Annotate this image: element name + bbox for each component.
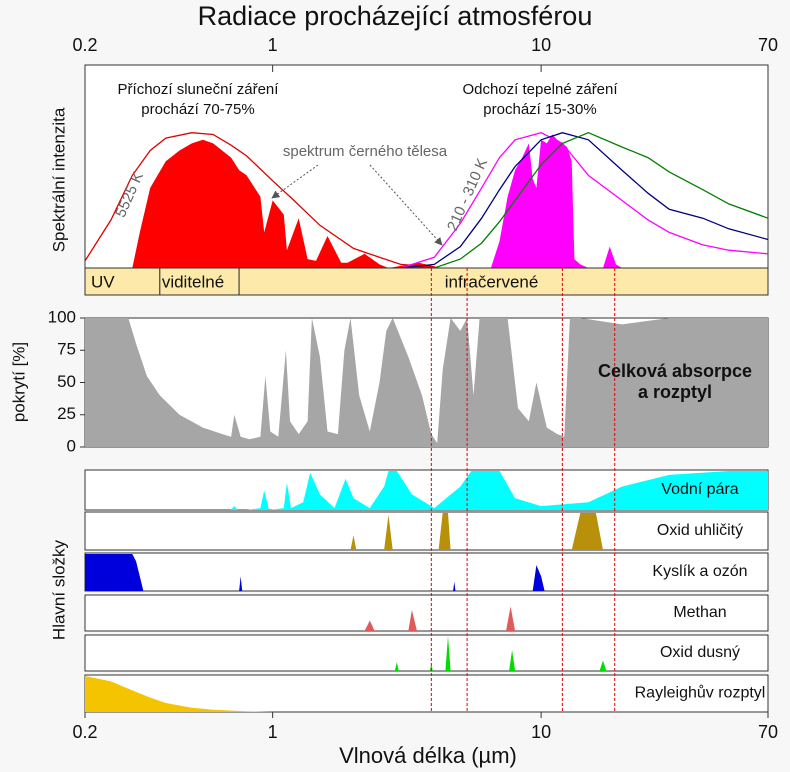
x-tick-label: 0.2 — [72, 35, 97, 55]
x-tick-label: 10 — [531, 722, 551, 742]
legend-label: Rayleighův rozptyl — [635, 684, 766, 702]
chart-title: Radiace procházející atmosférou — [198, 1, 593, 31]
x-tick-label: 1 — [268, 722, 278, 742]
band-label: viditelné — [162, 272, 224, 291]
area-series — [85, 318, 768, 447]
arrow — [369, 164, 443, 246]
legend-label: Kyslík a ozón — [652, 563, 747, 580]
x-tick-label: 10 — [531, 35, 551, 55]
y-tick-label: 25 — [57, 404, 76, 423]
legend-label: Oxid dusný — [660, 644, 740, 661]
panel-frame — [84, 674, 769, 713]
area-series — [490, 134, 622, 268]
line-series — [400, 132, 769, 269]
x-tick-label: 70 — [758, 722, 778, 742]
x-tick-label: 1 — [268, 35, 278, 55]
x-tick-label: 70 — [758, 35, 778, 55]
line-series — [400, 131, 769, 269]
annotation: Celková absorpce — [598, 361, 752, 381]
annotation: prochází 15-30% — [483, 101, 596, 118]
annotation: spektrum černého tělesa — [283, 143, 448, 160]
y-axis-label: Spektrální intenzita — [49, 107, 68, 252]
annotation: Odchozí tepelné záření — [462, 81, 618, 98]
arrow — [271, 164, 319, 199]
annotation: prochází 70-75% — [141, 101, 254, 118]
y-tick-label: 0 — [67, 436, 76, 455]
panel-frame — [84, 552, 769, 592]
area-series — [85, 513, 768, 550]
y-axis-label: pokrytí [%] — [9, 342, 28, 422]
panel-frame — [84, 511, 769, 551]
annotation: Příchozí sluneční záření — [118, 81, 280, 98]
area-series — [85, 676, 273, 712]
legend-label: Vodní pára — [661, 481, 739, 498]
area-series — [213, 471, 769, 510]
legend-label: Methan — [673, 604, 726, 621]
band — [159, 267, 240, 296]
band — [238, 267, 769, 296]
y-axis-label: Hlavní složky — [49, 539, 68, 640]
x-axis-label: Vlnová délka (µm) — [339, 743, 517, 768]
annotation: a rozptyl — [638, 382, 712, 402]
panel-frame — [84, 594, 769, 632]
y-tick-label: 75 — [57, 340, 76, 359]
line-series — [84, 132, 435, 268]
x-tick-label: 0.2 — [72, 722, 97, 742]
y-tick-label: 50 — [57, 372, 76, 391]
band-label: UV — [91, 272, 115, 291]
y-tick-label: 100 — [48, 307, 76, 326]
panel-frame — [84, 634, 769, 672]
area-series — [132, 139, 441, 268]
legend-label: Oxid uhličitý — [657, 522, 743, 539]
band-label: infračervené — [445, 272, 539, 291]
